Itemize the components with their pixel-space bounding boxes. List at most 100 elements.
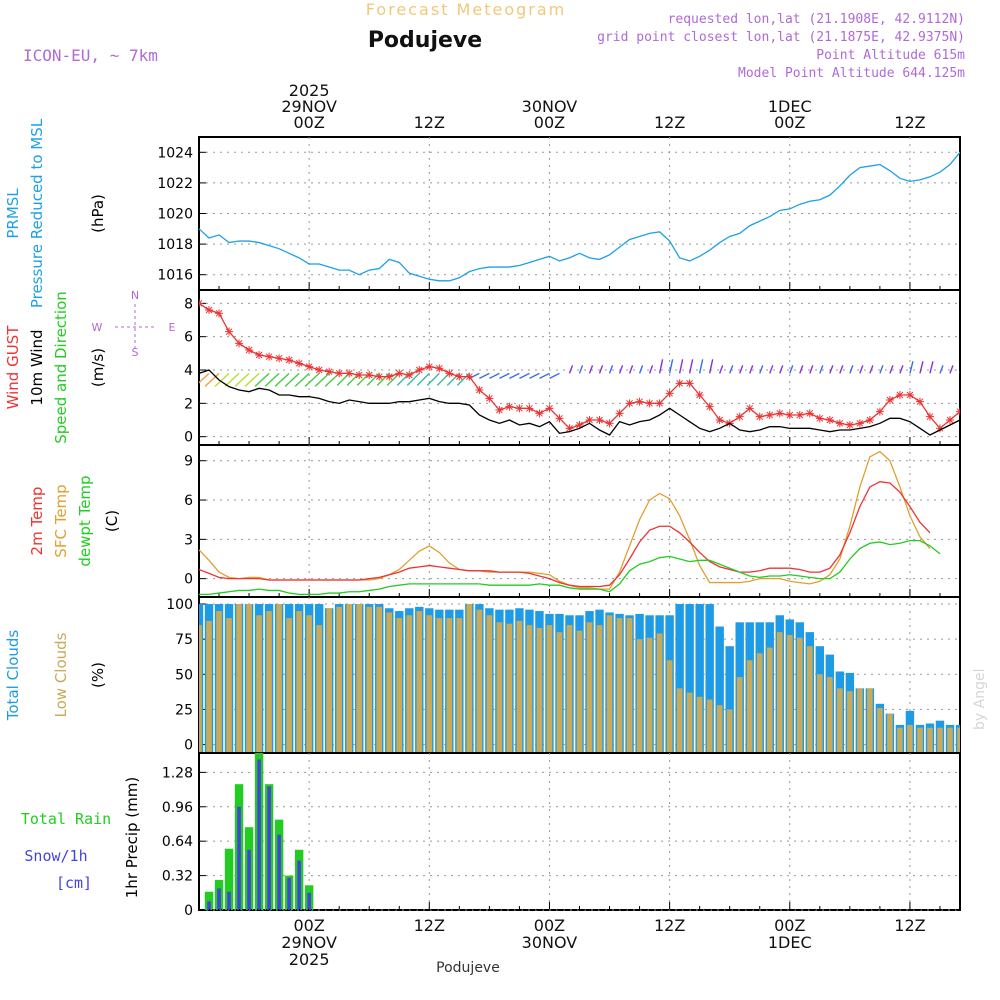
wind-arrow [678,359,684,374]
wind-arrow [769,365,774,374]
gust-marker [675,379,684,388]
gust-marker [445,369,454,378]
bar-low-clouds [326,608,332,753]
wind-arrow [719,365,724,374]
bar-low-clouds [286,618,292,753]
compass-w: W [92,321,103,334]
gust-marker [805,409,814,418]
wind-arrow [789,365,794,374]
wind-arrow [668,359,674,374]
legend-snow-unit: [cm] [56,874,92,892]
gust-marker [875,407,884,416]
bar-low-clouds [726,709,733,753]
wind-arrow [244,372,260,387]
unit-label: (C) [103,510,121,532]
wind-arrow [849,365,854,374]
series-wind-gust [199,302,960,430]
gust-marker [475,386,484,394]
legend-wind-1: 10m Wind [28,329,46,405]
wind-arrow [199,372,210,384]
gust-marker [956,407,960,416]
gust-marker [695,391,704,399]
bar-low-clouds [927,727,933,753]
bar-low-clouds [626,618,633,753]
gust-marker [535,409,544,418]
y-tick-label: 0 [184,430,193,446]
requested-coords: requested lon,lat (21.1908E, 42.9112N) [668,12,965,27]
gust-marker [335,369,344,378]
bar-low-clouds [857,688,863,753]
bar-low-clouds [386,612,393,753]
gust-marker [205,306,214,314]
gust-marker [345,369,354,378]
bar-low-clouds [756,653,763,753]
wind-arrow [479,372,490,379]
compass-n: N [131,289,139,302]
wind-arrow [739,365,744,374]
gust-marker [255,351,264,359]
gust-marker [455,372,464,381]
wind-arrow [618,365,624,374]
gust-marker [365,371,374,379]
bar-low-clouds [606,615,613,753]
legend-clouds-1: Low Clouds [52,632,70,717]
wind-arrow [929,361,934,374]
gust-marker [755,412,764,421]
wind-arrow [416,372,430,386]
series-dewpt-temp [199,540,941,596]
bar-snow [307,892,311,910]
bar-low-clouds [917,727,923,753]
bar-low-clouds [396,618,403,753]
top-axis-label: 30NOV [522,97,578,116]
gust-marker [325,367,334,376]
gust-marker [465,372,474,381]
gust-marker [565,424,574,433]
wind-arrow [698,359,704,374]
bar-total-clouds [685,604,694,753]
unit-label: (hPa) [89,194,107,233]
bar-low-clouds [226,618,232,753]
gust-marker [935,424,944,433]
gust-marker [665,389,674,398]
wind-arrow [499,372,510,379]
gust-marker [625,399,634,408]
y-tick-label: 0 [184,738,193,754]
bar-snow [277,834,281,910]
bar-total-clouds [715,626,724,753]
gust-marker [785,411,794,419]
bar-low-clouds [486,615,493,753]
panel-clouds: 0 25 50 75 100 Total Clouds Low Clouds (%) [4,596,961,754]
legend-wind-0: Wind GUST [4,325,22,410]
wind-arrow [729,365,734,374]
footer-location: Podujeve [436,960,500,976]
legend-total-rain: Total Rain [21,810,111,828]
gust-marker [645,399,654,408]
y-tick-label: 75 [175,632,193,648]
wind-arrow [314,372,330,387]
bar-low-clouds [216,611,222,753]
y-tick-label: 25 [175,702,193,718]
bar-low-clouds [516,620,523,753]
gust-marker [355,371,364,379]
wind-arrow [598,365,604,374]
wind-arrow [294,372,310,387]
y-tick-label: 6 [184,330,193,346]
wind-arrow [529,372,540,379]
y-tick-label: 9 [184,454,193,470]
bar-low-clouds [276,604,282,753]
bar-low-clouds [246,604,252,753]
bar-low-clouds [636,639,643,753]
bar-low-clouds [266,611,272,753]
unit-label: (m/s) [89,348,107,387]
bar-low-clouds [366,606,373,753]
compass-rose: N S W E [92,289,176,359]
bar-low-clouds [376,606,383,753]
top-axis-label: 29NOV [281,97,337,116]
bar-snow [267,786,271,910]
bottom-axis-label: 00Z [293,916,324,935]
wind-arrow [879,365,884,374]
gust-marker [775,409,784,418]
gust-marker [315,366,324,374]
legend-snow: Snow/1h [24,847,87,865]
